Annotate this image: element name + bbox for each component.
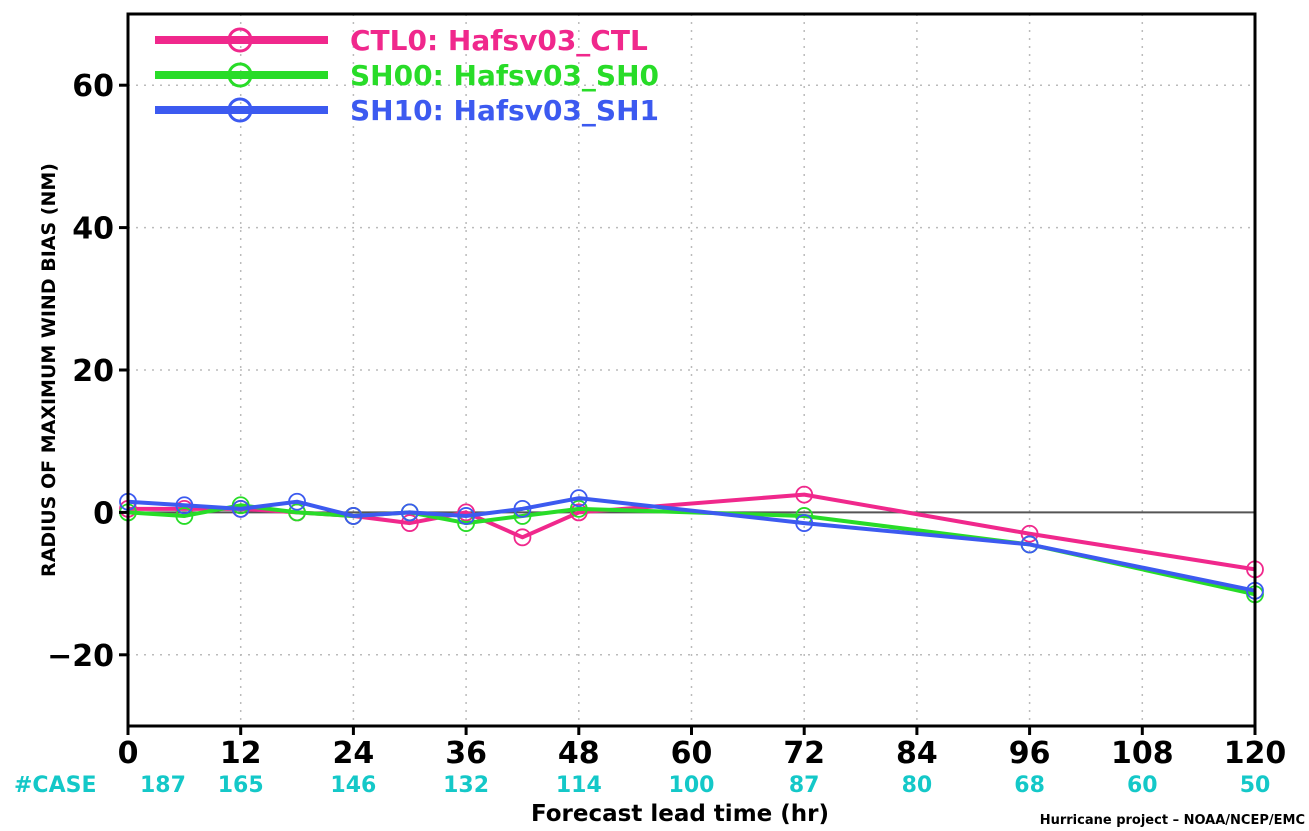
case-count: 187 [140, 773, 186, 798]
data-point [1020, 524, 1039, 543]
legend-marker [227, 27, 253, 53]
case-count: 60 [1127, 773, 1158, 798]
credit-text: Hurricane project – NOAA/NCEP/EMC [1040, 813, 1305, 828]
x-tick-label: 84 [896, 736, 938, 771]
y-tick-label: −20 [47, 639, 114, 674]
data-point [1020, 535, 1039, 554]
case-count: 50 [1240, 773, 1271, 798]
x-tick-label: 48 [558, 736, 600, 771]
x-tick-label: 12 [220, 736, 262, 771]
data-point [513, 528, 532, 547]
data-point [795, 514, 814, 532]
y-tick-label: 60 [72, 69, 114, 104]
x-tick-label: 120 [1224, 736, 1287, 771]
y-tick-label: 0 [93, 496, 114, 531]
data-point [175, 496, 194, 515]
legend-label: CTL0: Hafsv03_CTL [350, 24, 648, 57]
axes: −200204060018712165241463613248114601007… [47, 69, 1286, 798]
data-point [513, 499, 532, 518]
x-tick-label: 24 [333, 736, 375, 771]
y-axis-label: RADIUS OF MAXIMUM WIND BIAS (NM) [38, 163, 60, 577]
x-tick-label: 96 [1009, 736, 1051, 771]
x-tick-label: 72 [783, 736, 825, 771]
series [119, 489, 1264, 600]
data-point [288, 503, 306, 522]
x-tick-label: 36 [445, 736, 487, 771]
data-point [231, 499, 250, 518]
case-count: 146 [330, 773, 376, 798]
case-count: 68 [1014, 773, 1045, 798]
series [119, 485, 1264, 579]
data-point [400, 514, 419, 532]
x-tick-label: 0 [118, 736, 139, 771]
legend-marker [227, 97, 253, 123]
case-label: #CASE [14, 773, 96, 798]
legend-marker [227, 62, 253, 88]
data-point [288, 492, 306, 511]
series-line [127, 496, 1256, 593]
case-count: 132 [443, 773, 489, 798]
x-tick-label: 60 [671, 736, 713, 771]
grid [128, 14, 1255, 726]
case-count: 80 [902, 773, 933, 798]
legend-label: SH00: Hafsv03_SH0 [350, 59, 659, 92]
y-tick-label: 20 [72, 354, 114, 389]
y-tick-label: 40 [72, 212, 114, 247]
data-point [400, 503, 419, 522]
case-count: 165 [218, 773, 264, 798]
series-layer [119, 485, 1264, 604]
case-count: 114 [556, 773, 602, 798]
data-point [175, 507, 194, 525]
data-point [795, 485, 814, 504]
case-count: 100 [669, 773, 715, 798]
data-point [569, 499, 588, 518]
data-point [569, 489, 588, 508]
data-point [457, 507, 476, 525]
case-count: 87 [789, 773, 820, 798]
data-point [344, 507, 363, 525]
x-tick-label: 108 [1111, 736, 1174, 771]
x-axis-label: Forecast lead time (hr) [531, 801, 829, 827]
legend-label: SH10: Hafsv03_SH1 [350, 94, 659, 127]
